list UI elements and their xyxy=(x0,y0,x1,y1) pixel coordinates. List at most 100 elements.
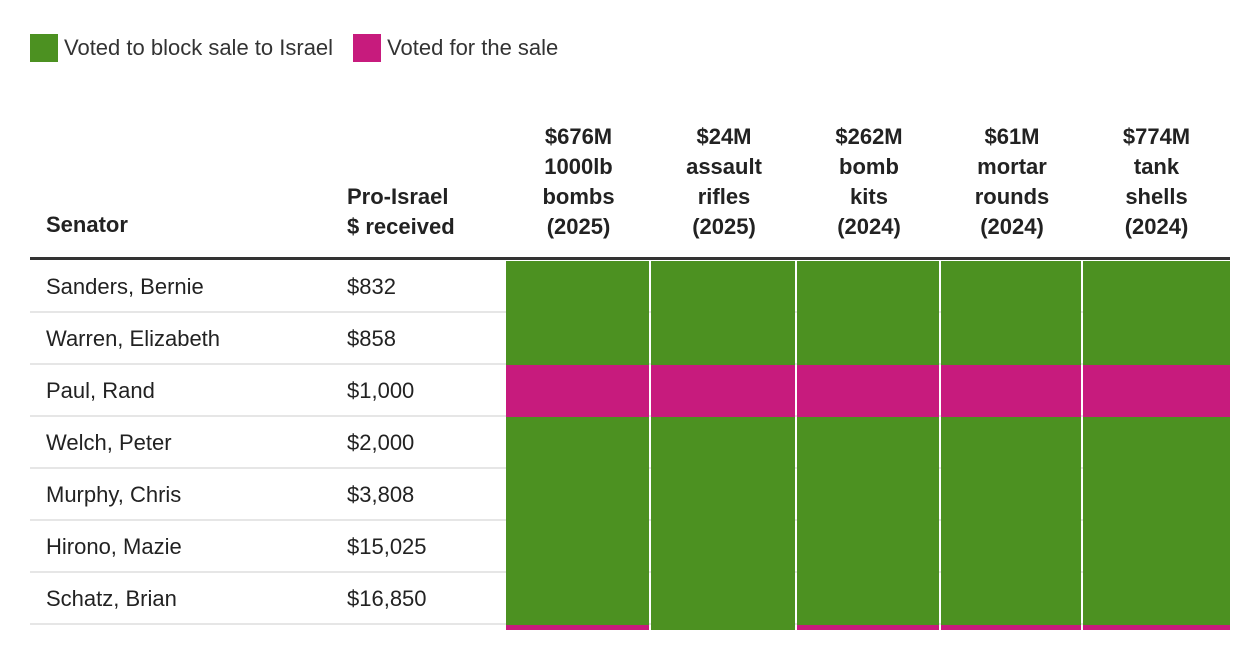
vote-cell-block xyxy=(797,261,939,313)
vote-cell-block xyxy=(1083,417,1230,469)
vote-cell-block xyxy=(1083,313,1230,365)
legend-label: Voted for the sale xyxy=(387,35,559,60)
vote-cell-block xyxy=(506,521,649,573)
vote-cell-block xyxy=(506,573,649,625)
legend: Voted to block sale to Israel Voted for … xyxy=(30,34,578,62)
header-line: rifles xyxy=(697,184,751,209)
header-line: $24M xyxy=(696,124,752,149)
vote-cell-block xyxy=(506,469,649,521)
header-line: bomb xyxy=(839,154,899,179)
header-line: (2024) xyxy=(837,214,901,239)
header-line: $262M xyxy=(835,124,903,149)
senator-name: Welch, Peter xyxy=(46,430,172,455)
header-vote-0: $676M 1000lb bombs (2025) xyxy=(506,122,651,242)
senator-name: Schatz, Brian xyxy=(46,586,177,611)
header-line: tank xyxy=(1133,154,1180,179)
header-senator: Senator xyxy=(46,212,128,237)
vote-table: Senator Pro-Israel $ received $676M 1000lb… xyxy=(30,0,1230,630)
vote-cell-for xyxy=(797,625,939,630)
vote-cell-block xyxy=(651,625,795,630)
header-pro-israel: Pro-Israel $ received xyxy=(347,182,455,242)
senator-name: Murphy, Chris xyxy=(46,482,182,507)
vote-cell-block xyxy=(651,417,795,469)
vote-cell-for xyxy=(1083,625,1230,630)
header-line: $61M xyxy=(984,124,1040,149)
header-line: mortar xyxy=(977,154,1047,179)
header-line: $774M xyxy=(1122,124,1191,149)
vote-cell-for xyxy=(941,625,1081,630)
vote-cell-block xyxy=(1083,521,1230,573)
vote-cell-block xyxy=(941,521,1081,573)
header-rule xyxy=(30,257,1230,260)
vote-cell-for xyxy=(1083,365,1230,417)
pro-israel-amount: $16,850 xyxy=(347,586,427,611)
header-line: 1000lb xyxy=(544,154,613,179)
senator-name: Hirono, Mazie xyxy=(46,534,182,559)
header-line: kits xyxy=(850,184,888,209)
vote-cell-block xyxy=(506,417,649,469)
header-line: $676M xyxy=(544,124,613,149)
vote-cell-block xyxy=(797,469,939,521)
vote-cell-block xyxy=(651,521,795,573)
table-row: Paul, Rand $1,000 xyxy=(30,365,1230,417)
header-line: bombs xyxy=(542,184,615,209)
vote-cell-block xyxy=(1083,469,1230,521)
vote-cell-block xyxy=(651,469,795,521)
vote-cell-for xyxy=(651,365,795,417)
header-line: shells xyxy=(1125,184,1188,209)
vote-cell-for xyxy=(506,625,649,630)
legend-label: Voted to block sale to Israel xyxy=(64,35,334,60)
header-line: Pro-Israel xyxy=(347,184,449,209)
pro-israel-amount: $15,025 xyxy=(347,534,427,559)
table-row: Schatz, Brian $16,850 xyxy=(30,573,1230,625)
vote-cell-block xyxy=(506,261,649,313)
vote-cell-block xyxy=(941,573,1081,625)
vote-cell-for xyxy=(797,365,939,417)
header-line: (2025) xyxy=(692,214,756,239)
vote-cell-block xyxy=(651,261,795,313)
table-row: Hirono, Mazie $15,025 xyxy=(30,521,1230,573)
legend-swatch xyxy=(30,34,58,62)
vote-cell-block xyxy=(941,313,1081,365)
vote-cell-block xyxy=(1083,261,1230,313)
pro-israel-amount: $2,000 xyxy=(347,430,415,455)
table-row: Sanders, Bernie $832 xyxy=(30,261,1230,313)
vote-cell-block xyxy=(941,261,1081,313)
vote-cell-block xyxy=(797,313,939,365)
legend-swatch xyxy=(353,34,382,62)
senator-name: Paul, Rand xyxy=(46,378,155,403)
pro-israel-amount: $1,000 xyxy=(347,378,415,403)
vote-cell-for xyxy=(941,365,1081,417)
header-line: (2024) xyxy=(980,214,1044,239)
senator-name: Sanders, Bernie xyxy=(46,274,204,299)
header-line: (2025) xyxy=(546,214,611,239)
senator-name: Warren, Elizabeth xyxy=(46,326,221,351)
vote-cell-block xyxy=(651,313,795,365)
pro-israel-amount: $858 xyxy=(347,326,396,351)
header-vote-4: $774M tank shells (2024) xyxy=(1083,122,1230,242)
header-line: rounds xyxy=(974,184,1050,209)
header-vote-2: $262M bomb kits (2024) xyxy=(797,122,941,242)
table-row xyxy=(30,625,1230,630)
header-vote-3: $61M mortar rounds (2024) xyxy=(941,122,1083,242)
vote-cell-block xyxy=(941,417,1081,469)
header-line: $ received xyxy=(347,214,455,239)
header-line: (2024) xyxy=(1124,214,1189,239)
vote-cell-block xyxy=(797,417,939,469)
vote-cell-block xyxy=(941,469,1081,521)
vote-cell-block xyxy=(1083,573,1230,625)
table-row: Murphy, Chris $3,808 xyxy=(30,469,1230,521)
table-row: Welch, Peter $2,000 xyxy=(30,417,1230,469)
legend-item-block: Voted to block sale to Israel xyxy=(30,34,333,62)
vote-cell-block xyxy=(797,521,939,573)
header-vote-1: $24M assault rifles (2025) xyxy=(651,122,797,242)
vote-cell-block xyxy=(651,573,795,625)
table-row: Warren, Elizabeth $858 xyxy=(30,313,1230,365)
header-line: assault xyxy=(686,154,762,179)
pro-israel-amount: $832 xyxy=(347,274,396,299)
vote-cell-block xyxy=(797,573,939,625)
vote-cell-for xyxy=(506,365,649,417)
legend-item-for: Voted for the sale xyxy=(353,34,558,62)
vote-cell-block xyxy=(506,313,649,365)
pro-israel-amount: $3,808 xyxy=(347,482,415,507)
